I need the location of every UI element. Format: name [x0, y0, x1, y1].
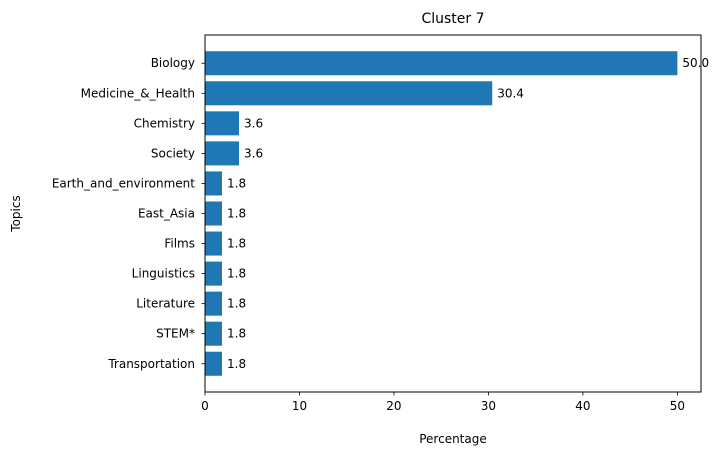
- value-label-medicine-health: 30.4: [497, 86, 524, 100]
- bar-society: [205, 141, 240, 166]
- x-ticks: 0 10 20 30 40 50: [201, 392, 685, 413]
- y-tick-label-films: Films: [164, 237, 195, 251]
- y-tick-label-chemistry: Chemistry: [134, 116, 195, 130]
- x-axis-title: Percentage: [419, 432, 487, 446]
- value-label-biology: 50.0: [682, 56, 709, 70]
- y-tick-label-biology: Biology: [151, 56, 195, 70]
- bar-transportation: [205, 351, 223, 376]
- bar-medicine-health: [205, 81, 493, 106]
- chart-title: Cluster 7: [421, 11, 484, 27]
- bar-east-asia: [205, 201, 223, 226]
- value-label-stem: 1.8: [227, 327, 246, 341]
- bar-chemistry: [205, 111, 240, 136]
- bar-biology: [205, 51, 678, 76]
- bar-earth-and-environment: [205, 171, 223, 196]
- plot-frame: [204, 34, 702, 393]
- value-label-society: 3.6: [244, 146, 263, 160]
- x-tick-label: 40: [575, 399, 590, 413]
- x-tick-label: 0: [201, 399, 209, 413]
- y-axis-title: Topics: [9, 195, 23, 232]
- bar-literature: [205, 291, 223, 316]
- value-label-chemistry: 3.6: [244, 116, 263, 130]
- x-tick-label: 50: [670, 399, 685, 413]
- x-tick-label: 30: [481, 399, 496, 413]
- value-label-films: 1.8: [227, 237, 246, 251]
- value-label-transportation: 1.8: [227, 357, 246, 371]
- x-tick-label: 10: [292, 399, 307, 413]
- bar-films: [205, 231, 223, 256]
- bar-stem: [205, 321, 223, 346]
- y-tick-labels: Biology Medicine_&_Health Chemistry Society…: [52, 56, 205, 371]
- bars-group: [205, 51, 678, 376]
- x-tick-label: 20: [386, 399, 401, 413]
- value-label-literature: 1.8: [227, 297, 246, 311]
- y-tick-label-stem: STEM*: [156, 327, 195, 341]
- y-tick-label-transportation: Transportation: [107, 357, 195, 371]
- y-tick-label-earth-and-environment: Earth_and_environment: [52, 176, 195, 190]
- y-tick-label-literature: Literature: [136, 297, 195, 311]
- y-tick-label-east-asia: East_Asia: [138, 207, 195, 221]
- y-tick-label-linguistics: Linguistics: [132, 267, 195, 281]
- value-label-earth-and-environment: 1.8: [227, 176, 246, 190]
- y-tick-label-society: Society: [151, 146, 195, 160]
- value-labels: 50.0 30.4 3.6 3.6 1.8 1.8 1.8 1.8 1.8 1.8 1.8: [227, 56, 709, 371]
- bar-linguistics: [205, 261, 223, 286]
- value-label-east-asia: 1.8: [227, 207, 246, 221]
- y-tick-label-medicine-health: Medicine_&_Health: [81, 86, 195, 100]
- value-label-linguistics: 1.8: [227, 267, 246, 281]
